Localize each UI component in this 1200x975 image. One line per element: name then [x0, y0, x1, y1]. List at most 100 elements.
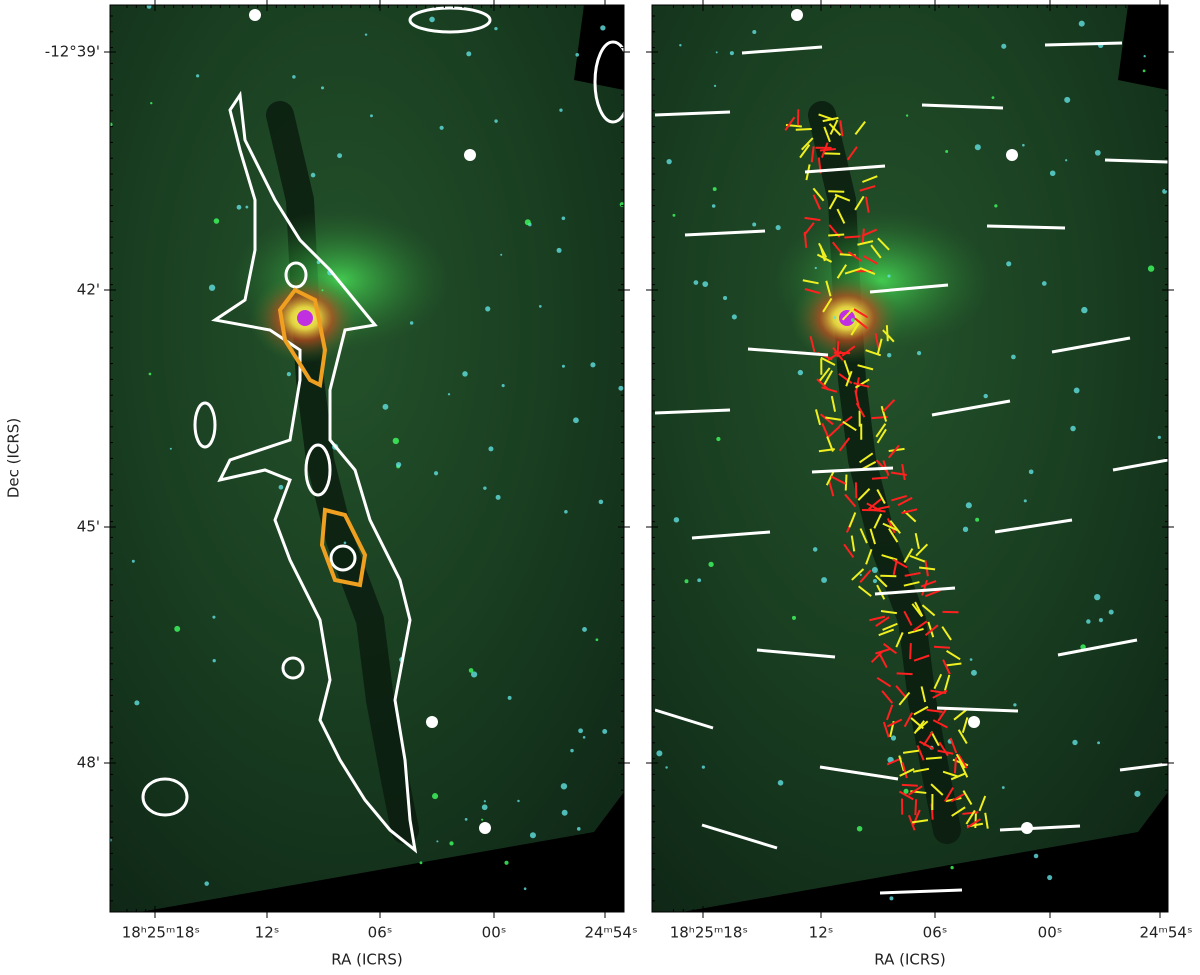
field-vector — [701, 823, 778, 850]
star — [483, 800, 486, 803]
polarization-vector — [965, 809, 976, 825]
polarization-vector — [889, 520, 901, 534]
polarization-vector — [901, 762, 908, 779]
polarization-vector — [886, 518, 896, 534]
star — [684, 579, 689, 584]
y-tick-label: 42' — [77, 281, 100, 299]
polarization-vector — [882, 622, 898, 631]
star — [1094, 149, 1101, 156]
star — [702, 281, 709, 287]
polarization-vector — [916, 745, 925, 761]
star — [507, 695, 512, 700]
polarization-vector — [937, 749, 954, 755]
polarization-vector — [890, 471, 907, 477]
polarization-vector — [882, 721, 890, 738]
polarization-vector — [898, 790, 914, 801]
polarization-vector — [957, 729, 968, 745]
polarization-vector — [857, 585, 872, 597]
polarization-vector — [978, 795, 987, 812]
x-tick-label: 12ˢ — [255, 924, 280, 942]
star — [576, 827, 581, 831]
star — [582, 627, 587, 632]
polarization-vector — [804, 216, 821, 222]
polarization-vector — [862, 255, 878, 265]
star — [1134, 790, 1141, 797]
contour-orange — [319, 507, 368, 588]
y-tick-label: 48' — [77, 754, 100, 772]
polarization-vector — [816, 378, 830, 391]
x-axis-label: RA (ICRS) — [331, 951, 402, 969]
star — [494, 26, 498, 31]
polarization-vector — [841, 307, 855, 321]
polarization-vector — [803, 231, 808, 248]
polarization-vector — [902, 749, 920, 754]
polarization-vector — [844, 493, 857, 508]
star — [1098, 618, 1104, 623]
star — [969, 658, 973, 661]
star — [722, 296, 728, 301]
polarization-vector — [937, 707, 948, 722]
contour — [329, 544, 357, 572]
star — [236, 204, 242, 210]
star — [343, 541, 347, 545]
y-tick-label: -12°39' — [45, 43, 100, 61]
polarization-vector — [861, 228, 865, 245]
polarization-vector — [886, 718, 903, 728]
star — [1080, 644, 1086, 650]
polarization-vector — [955, 753, 966, 769]
star — [791, 615, 797, 620]
star — [1072, 739, 1078, 746]
polarization-vector — [914, 601, 924, 617]
field-vector — [1112, 458, 1168, 472]
polarization-vector — [869, 615, 886, 622]
star — [212, 659, 216, 663]
polarization-vector — [882, 522, 898, 532]
polarization-vector — [913, 705, 929, 716]
star — [975, 517, 980, 522]
polarization-vector — [857, 240, 874, 246]
contour — [408, 6, 492, 34]
polarization-vector — [984, 812, 989, 829]
source-core — [839, 310, 855, 326]
polarization-vector — [843, 359, 851, 376]
polarization-vector — [930, 689, 947, 695]
polarization-vector — [914, 799, 918, 816]
star — [392, 437, 400, 445]
polarization-vector — [915, 543, 929, 557]
star — [965, 502, 972, 509]
x-axis-label: RA (ICRS) — [874, 951, 945, 969]
polarization-vector — [828, 480, 835, 497]
polarization-vector — [875, 616, 890, 627]
star — [697, 578, 702, 583]
polarization-vector — [938, 741, 949, 757]
polarization-vector — [913, 720, 926, 735]
star — [950, 865, 954, 870]
star — [889, 896, 894, 901]
star — [1070, 425, 1076, 432]
polarization-vector — [831, 241, 844, 256]
star — [711, 204, 716, 208]
star — [292, 75, 296, 79]
field-vector — [869, 283, 949, 294]
star — [752, 29, 757, 35]
star — [174, 625, 181, 632]
star — [1041, 281, 1047, 286]
polarization-vector — [854, 378, 870, 389]
star — [286, 372, 291, 377]
field-vector — [1057, 638, 1138, 657]
polarization-vector — [851, 568, 865, 581]
star — [204, 881, 209, 886]
polarization-vector — [859, 185, 876, 192]
polarization-vector — [854, 390, 860, 407]
polarization-vector — [944, 674, 951, 691]
star — [337, 153, 343, 159]
star — [409, 321, 414, 325]
polarization-vector — [820, 413, 834, 426]
polarization-vector — [891, 494, 907, 502]
polarization-vector — [838, 437, 851, 452]
polarization-vector — [875, 459, 889, 473]
star — [945, 150, 949, 153]
x-tick-label: 06ˢ — [923, 924, 948, 942]
polarization-vector — [843, 543, 855, 558]
